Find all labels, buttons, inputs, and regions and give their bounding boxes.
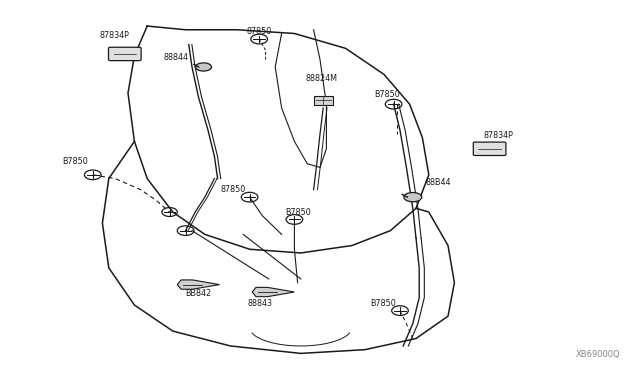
Text: 87850: 87850 — [221, 185, 246, 194]
Text: 88B44: 88B44 — [426, 178, 451, 187]
Text: 88844: 88844 — [163, 53, 188, 62]
Polygon shape — [252, 287, 294, 297]
Text: 87834P: 87834P — [99, 31, 129, 40]
Text: B7850: B7850 — [374, 90, 400, 99]
Text: B7850: B7850 — [370, 299, 396, 308]
Text: BB842: BB842 — [186, 289, 212, 298]
Text: 87850: 87850 — [246, 27, 271, 36]
Text: XB69000Q: XB69000Q — [576, 350, 621, 359]
Ellipse shape — [196, 63, 211, 71]
Text: 87834P: 87834P — [483, 131, 513, 140]
Bar — [314, 96, 333, 105]
Ellipse shape — [404, 193, 422, 202]
Text: 88843: 88843 — [248, 299, 273, 308]
Text: 88824M: 88824M — [306, 74, 338, 83]
FancyBboxPatch shape — [109, 47, 141, 61]
FancyBboxPatch shape — [474, 142, 506, 155]
Text: B7850: B7850 — [63, 157, 88, 166]
Polygon shape — [177, 280, 220, 289]
Text: B7850: B7850 — [285, 208, 310, 217]
